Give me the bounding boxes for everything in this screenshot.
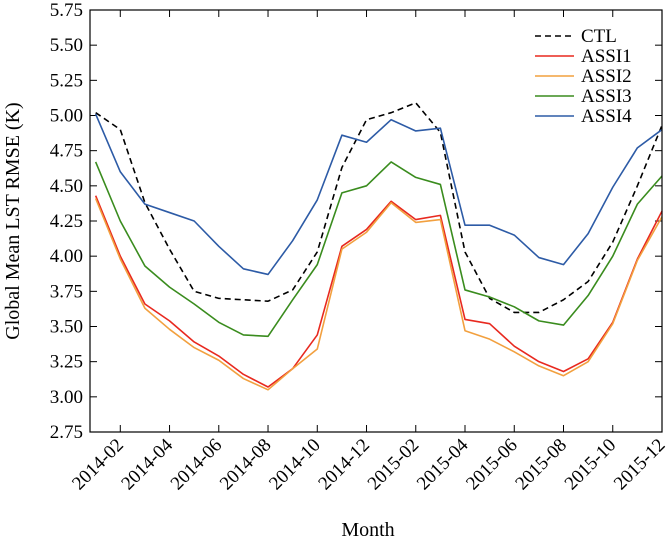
x-tick-label: 2015-10 xyxy=(561,435,621,495)
series-layer xyxy=(94,102,663,391)
x-tick-label: 2015-12 xyxy=(610,435,668,495)
legend-label-assi1: ASSI1 xyxy=(581,46,632,67)
y-axis-title: Global Mean LST RMSE (K) xyxy=(2,102,24,339)
y-tick-label: 2.75 xyxy=(50,422,83,443)
y-tick-label: 5.75 xyxy=(50,0,83,21)
x-tick-label: 2015-08 xyxy=(511,435,571,495)
legend-label-assi2: ASSI2 xyxy=(581,66,632,87)
x-tick-label: 2014-06 xyxy=(167,435,227,495)
x-tick-label: 2015-06 xyxy=(462,435,522,495)
x-tick-label: 2014-12 xyxy=(314,435,374,495)
series-line-ctl xyxy=(95,102,663,314)
y-tick-label: 3.75 xyxy=(50,281,83,302)
y-tick-label: 5.50 xyxy=(50,35,83,56)
x-tick-label: 2014-04 xyxy=(117,434,177,494)
y-tick-label: 3.25 xyxy=(50,352,83,373)
legend-label-assi3: ASSI3 xyxy=(581,86,632,107)
y-tick-label: 4.00 xyxy=(50,246,83,267)
y-tick-label: 5.00 xyxy=(50,106,83,127)
x-tick-label: 2014-02 xyxy=(68,435,128,495)
legend-label-assi4: ASSI4 xyxy=(581,106,632,127)
series-line-assi4 xyxy=(94,113,663,276)
y-tick-label: 4.75 xyxy=(50,141,83,162)
y-tick-label: 3.50 xyxy=(50,317,83,338)
plot-frame xyxy=(89,9,663,433)
series-line-assi1 xyxy=(94,195,663,388)
y-tick-label: 4.50 xyxy=(50,176,83,197)
y-axis-ticks: 2.75 3.00 3.25 3.50 3.75 4.00 4.25 4.50 4.75 5.00… xyxy=(50,0,662,443)
x-axis-ticks: 2014-022014-042014-062014-082014-102014-… xyxy=(68,10,668,494)
x-tick-label: 2015-04 xyxy=(413,434,473,494)
y-tick-label: 3.00 xyxy=(50,387,83,408)
x-tick-label: 2015-02 xyxy=(364,435,424,495)
x-tick-label: 2014-10 xyxy=(265,435,325,495)
y-tick-label: 4.25 xyxy=(50,211,83,232)
x-tick-label: 2014-08 xyxy=(216,435,276,495)
series-line-assi2 xyxy=(94,198,663,391)
series-line-assi3 xyxy=(94,161,663,338)
y-tick-label: 5.25 xyxy=(50,70,83,91)
x-axis-title: Month xyxy=(341,519,394,540)
legend-label-ctl: CTL xyxy=(581,26,617,47)
